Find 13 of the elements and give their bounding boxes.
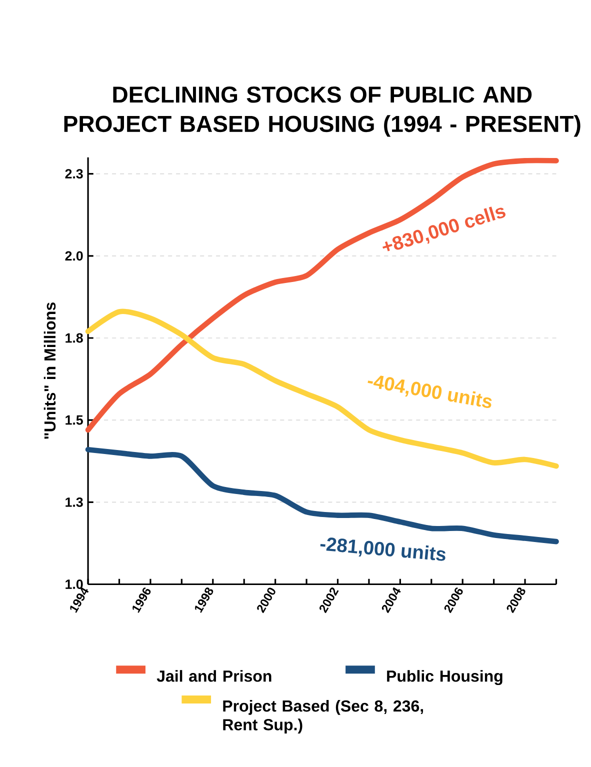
y-axis-title: "Units" in Millions — [44, 302, 56, 439]
y-tick-label: 1.8 — [66, 333, 83, 343]
legend-label: Jail and Prison — [156, 670, 272, 682]
y-tick-label: 2.0 — [65, 251, 83, 261]
legend-label: Public Housing — [387, 670, 502, 686]
annotation: -281,000 units — [320, 538, 446, 561]
chart-title: DECLINING STOCKS OF PUBLIC AND PROJECT BASED HOUSING (1994 - PRESENT) — [64, 86, 580, 137]
legend-label: Project Based (Sec 8, 236, Rent Sup.) — [223, 700, 424, 734]
y-tick-label: 1.0 — [66, 580, 83, 589]
annotation: -404,000 units — [368, 376, 492, 408]
y-tick-label: 2.3 — [65, 169, 83, 179]
y-tick-label: 1.3 — [66, 497, 83, 507]
y-tick-label: 1.5 — [66, 415, 83, 425]
